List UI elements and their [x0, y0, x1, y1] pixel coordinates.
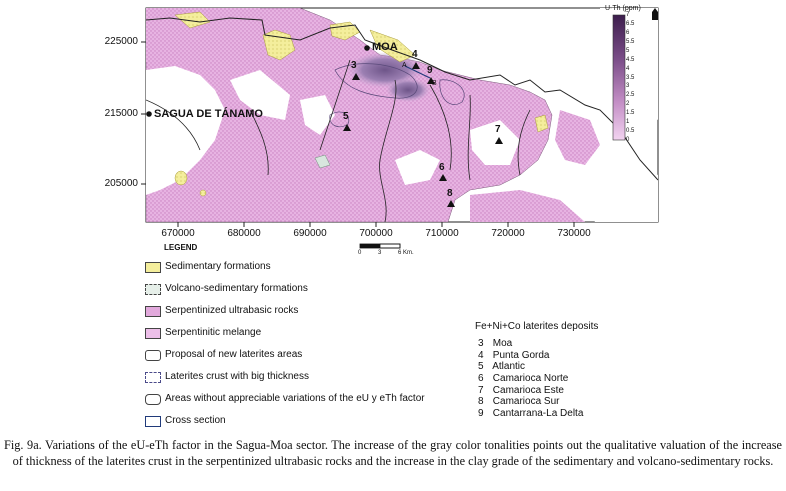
- deposit-item-name: Camarioca Este: [492, 385, 564, 396]
- colorbar-tick-label: 3.5: [626, 74, 635, 81]
- deposit-item: 7 Camarioca Este: [478, 385, 564, 396]
- deposit-item-name: Atlantic: [492, 361, 526, 372]
- deposit-item: 9 Cantarrana-La Delta: [478, 408, 583, 419]
- legend-label: Proposal of new laterites areas: [165, 349, 303, 360]
- x-tick-label: 720000: [491, 228, 525, 239]
- deposit-item-num: 3: [478, 338, 484, 349]
- deposit-number: 5: [343, 111, 349, 122]
- deposit-item-name: Camarioca Norte: [492, 373, 569, 384]
- colorbar-tick-label: 0.5: [626, 128, 635, 135]
- map-canvas: [141, 7, 659, 249]
- deposit-item-num: 8: [478, 396, 484, 407]
- scale-bar: [359, 243, 401, 249]
- deposits-title: Fe+Ni+Co laterites deposits: [475, 321, 599, 332]
- deposit-item-name: Camarioca Sur: [492, 396, 560, 407]
- scale-tick: 6 Km.: [398, 250, 414, 256]
- colorbar-title: U-Th (ppm): [605, 5, 641, 12]
- colorbar-tick-label: 2.5: [626, 92, 635, 99]
- colorbar-tick-label: 2: [626, 101, 630, 108]
- place-label-moa: MOA: [372, 41, 398, 53]
- north-arrow: [652, 8, 658, 20]
- sagua-marker: [146, 111, 152, 117]
- colorbar: [612, 14, 626, 141]
- legend-label: Areas without appreciable variations of …: [165, 393, 425, 404]
- x-tick-label: 710000: [425, 228, 459, 239]
- colorbar-tick-label: 3: [626, 83, 630, 90]
- place-label-sagua: SAGUA DE TÁNAMO: [154, 108, 263, 120]
- x-tick-label: 730000: [557, 228, 591, 239]
- legend-title: LEGEND: [164, 243, 198, 252]
- deposit-item-num: 6: [478, 373, 484, 384]
- colorbar-tick-label: 0: [626, 137, 630, 143]
- deposit-number: 4: [412, 49, 418, 60]
- deposit-item-name: Punta Gorda: [492, 350, 550, 361]
- deposit-number: 9: [427, 65, 433, 76]
- legend-label: Sedimentary formations: [165, 261, 271, 272]
- colorbar-tick-label: 6.5: [626, 20, 635, 27]
- deposit-item-num: 7: [478, 385, 484, 396]
- legend-label: Cross section: [165, 415, 226, 426]
- x-tick-label: 680000: [227, 228, 261, 239]
- deposit-number: 3: [351, 60, 357, 71]
- deposit-item-num: 5: [478, 361, 484, 372]
- x-tick-label: 670000: [161, 228, 195, 239]
- deposit-number: 8: [447, 188, 453, 199]
- cross-section-line: [404, 65, 431, 79]
- deposit-item-num: 4: [478, 350, 484, 361]
- moa-marker: [364, 45, 370, 51]
- figure-caption: Fig. 9a. Variations of the eU-eTh factor…: [4, 438, 782, 468]
- y-tick-label: 205000: [104, 178, 138, 189]
- section-letter: A: [402, 62, 407, 69]
- deposit-item-name: Moa: [492, 338, 513, 349]
- scale-tick: 0: [358, 250, 362, 256]
- scale-tick: 3: [378, 250, 382, 256]
- section-letter: B: [432, 80, 437, 87]
- colorbar-tick-label: 4.5: [626, 56, 635, 63]
- deposit-item-name: Cantarrana-La Delta: [492, 408, 584, 419]
- colorbar-tick-label: 6: [626, 29, 630, 36]
- y-tick-label: 225000: [104, 36, 138, 47]
- deposit-number: 7: [495, 124, 501, 135]
- coastline: [146, 17, 658, 181]
- colorbar-tick-label: 7: [626, 12, 630, 18]
- map-panel: [141, 7, 659, 249]
- x-tick-label: 700000: [359, 228, 393, 239]
- legend-label: Laterites crust with big thickness: [165, 371, 309, 382]
- deposit-item: 4 Punta Gorda: [478, 350, 550, 361]
- legend-label: Volcano-sedimentary formations: [165, 283, 308, 294]
- deposit-triangles: [343, 62, 503, 207]
- colorbar-tick-label: 5.5: [626, 38, 635, 45]
- deposit-item: 8 Camarioca Sur: [478, 396, 559, 407]
- colorbar-tick-label: 5: [626, 47, 630, 54]
- deposit-number: 6: [439, 162, 445, 173]
- y-tick-label: 215000: [104, 108, 138, 119]
- sedimentary-formation: [262, 29, 296, 61]
- deposit-item-num: 9: [478, 408, 484, 419]
- colorbar-tick-label: 1: [626, 119, 630, 126]
- legend-label: Serpentinitic melange: [165, 327, 262, 338]
- deposit-item: 3 Moa: [478, 338, 512, 349]
- colorbar-tick-label: 4: [626, 65, 630, 72]
- deposit-item: 5 Atlantic: [478, 361, 525, 372]
- x-tick-label: 690000: [293, 228, 327, 239]
- deposit-item: 6 Camarioca Norte: [478, 373, 568, 384]
- legend-label: Serpentinized ultrabasic rocks: [165, 305, 299, 316]
- colorbar-tick-label: 1.5: [626, 110, 635, 117]
